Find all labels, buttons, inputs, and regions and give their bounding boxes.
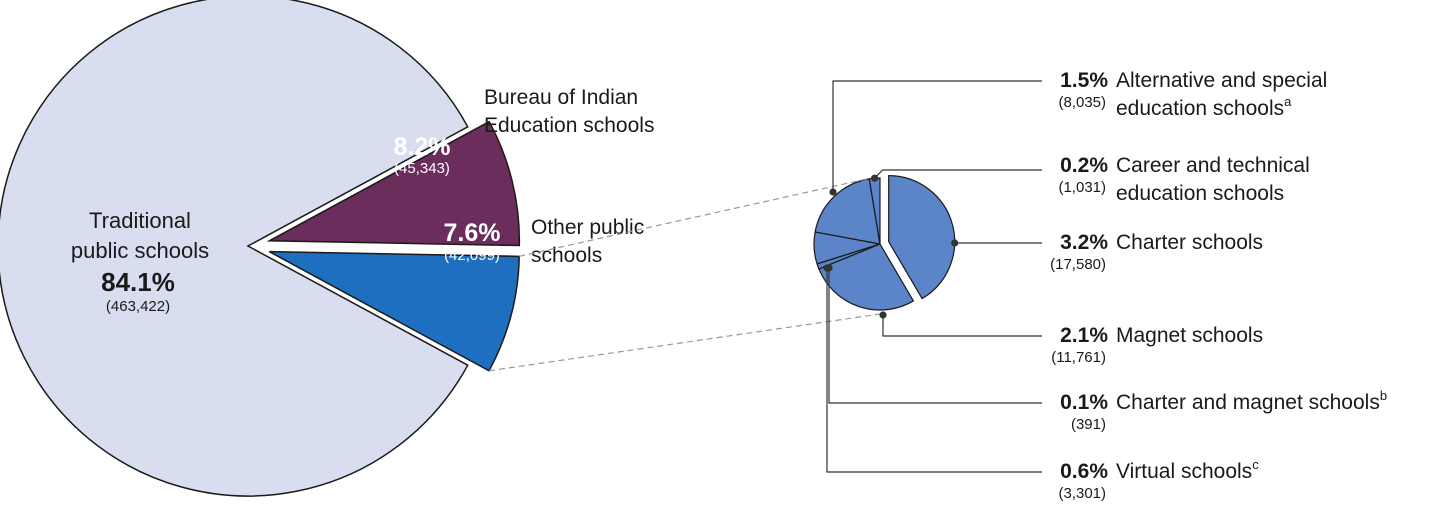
sub-slice-label: education schoolsa xyxy=(1116,94,1292,120)
slice-label: schools xyxy=(531,244,602,267)
leader-dot xyxy=(829,188,837,196)
leader-line xyxy=(874,169,1042,179)
connector-line xyxy=(519,175,881,257)
sub-pie-slice xyxy=(818,243,915,311)
sub-slice-percent: 2.1% xyxy=(1060,324,1108,347)
sub-slice-count: (11,761) xyxy=(1051,349,1106,366)
slice-percent: 7.6% xyxy=(444,219,501,247)
sub-slice-label: Magnet schools xyxy=(1116,324,1263,347)
sub-slice-label: Alternative and special xyxy=(1116,69,1327,92)
slice-percent: 84.1% xyxy=(101,267,175,297)
sub-slice-percent: 1.5% xyxy=(1060,69,1108,92)
slice-label: Other public xyxy=(531,216,644,239)
sub-slice-count: (17,580) xyxy=(1050,256,1106,273)
connector-line xyxy=(488,313,881,372)
sub-slice-label: education schools xyxy=(1116,182,1284,205)
sub-pie-slice xyxy=(888,175,956,300)
sub-pie xyxy=(813,175,956,311)
slice-percent: 8.2% xyxy=(394,133,451,161)
sub-slice-label: Charter schools xyxy=(1116,231,1263,254)
main-pie-slice xyxy=(268,250,520,372)
leader-line xyxy=(882,315,1042,337)
sub-slice-count: (1,031) xyxy=(1058,179,1106,196)
main-pie-slice xyxy=(266,120,521,247)
leader-dot xyxy=(871,174,879,182)
slice-count: (42,099) xyxy=(444,247,500,264)
leader-dot xyxy=(879,311,887,319)
slice-label: Education schools xyxy=(484,114,654,137)
sub-slice-count: (3,301) xyxy=(1058,485,1106,502)
slice-label: public schools xyxy=(71,238,209,263)
sub-slice-percent: 3.2% xyxy=(1060,231,1108,254)
sub-slice-count: (391) xyxy=(1071,416,1106,433)
sub-slice-percent: 0.6% xyxy=(1060,460,1108,483)
sub-slice-label: Charter and magnet schoolsb xyxy=(1116,388,1387,414)
leader-dot xyxy=(823,264,831,272)
main-pie-slice xyxy=(0,0,469,497)
slice-label: Traditional xyxy=(89,208,191,233)
leader-dot xyxy=(951,239,959,247)
leader-line xyxy=(826,268,1042,473)
sub-slice-count: (8,035) xyxy=(1058,94,1106,111)
sub-slice-label: Virtual schoolsc xyxy=(1116,457,1259,483)
sub-slice-percent: 0.2% xyxy=(1060,154,1108,177)
sub-slice-percent: 0.1% xyxy=(1060,391,1108,414)
slice-count: (463,422) xyxy=(106,298,170,315)
slice-label: Bureau of Indian xyxy=(484,86,638,109)
slice-count: (45,343) xyxy=(394,160,450,177)
leader-line xyxy=(828,268,1042,404)
leader-line xyxy=(832,80,1042,192)
sub-slice-label: Career and technical xyxy=(1116,154,1310,177)
